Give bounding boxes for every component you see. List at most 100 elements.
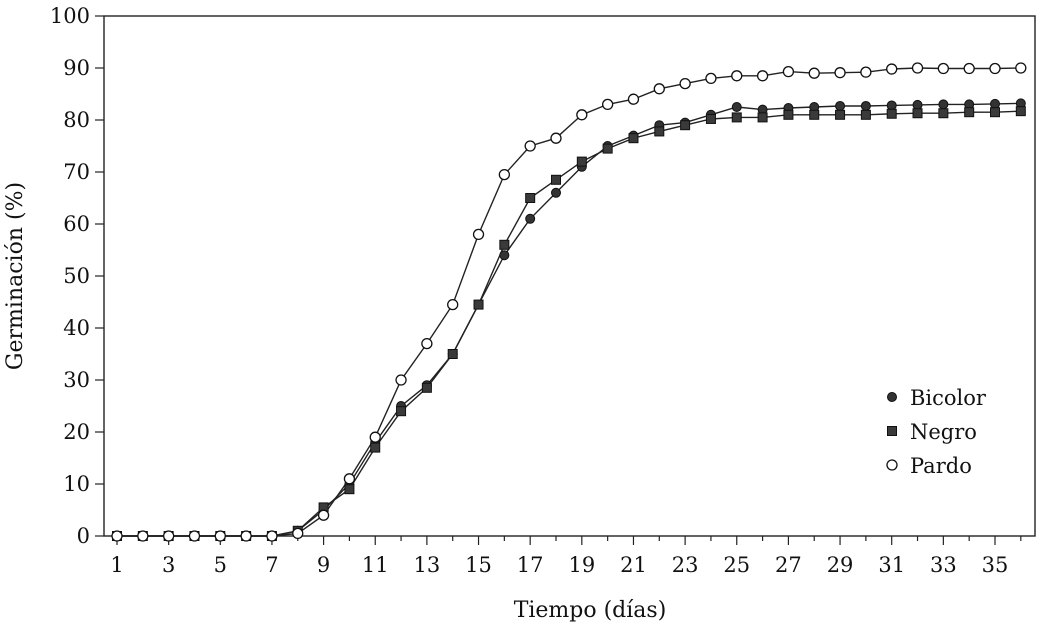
y-tick-label: 90 (63, 56, 90, 80)
data-point-pardo (963, 62, 975, 75)
y-tick-label: 60 (63, 212, 90, 236)
series-points-negro (112, 106, 1026, 541)
data-point-pardo (886, 63, 898, 75)
data-point-pardo (111, 530, 123, 542)
data-point-negro (421, 382, 432, 393)
data-point-pardo (576, 109, 588, 121)
data-point-pardo (1015, 62, 1027, 74)
y-tick-label: 40 (63, 316, 90, 340)
data-point-bicolor (551, 187, 561, 198)
x-tick-label: 33 (930, 553, 957, 577)
x-tick-label: 3 (162, 553, 175, 577)
series-bicolor (117, 102, 1021, 537)
data-point-pardo (731, 70, 743, 82)
data-point-bicolor (938, 99, 949, 110)
data-point-pardo (343, 473, 356, 485)
legend-marker (886, 459, 898, 471)
y-axis-title: Germinación (%) (3, 182, 28, 370)
data-point-pardo (472, 228, 485, 241)
y-tick-label: 10 (63, 472, 90, 496)
x-tick-label: 31 (878, 553, 905, 577)
series-negro (117, 110, 1021, 537)
data-point-pardo (756, 70, 769, 82)
data-point-negro (680, 120, 691, 131)
data-point-bicolor (860, 100, 871, 111)
data-point-negro (731, 112, 742, 123)
data-point-pardo (395, 374, 407, 386)
data-point-pardo (989, 62, 1001, 75)
series-pardo (117, 67, 1021, 537)
x-axis-title: Tiempo (días) (514, 598, 667, 623)
data-point-pardo (266, 530, 278, 542)
series-layer (111, 62, 1027, 542)
legend-marker (887, 392, 897, 402)
data-point-pardo (860, 66, 872, 78)
x-tick-label: 29 (827, 553, 854, 577)
data-point-pardo (498, 168, 511, 181)
data-point-pardo (292, 527, 304, 540)
data-point-negro (525, 193, 536, 203)
x-tick-label: 11 (362, 553, 389, 577)
data-point-pardo (162, 530, 175, 542)
data-point-bicolor (886, 100, 897, 111)
x-tick-label: 5 (214, 553, 227, 577)
plot-frame (103, 15, 1036, 537)
legend: Bicolor Negro Pardo (886, 386, 987, 478)
legend-item-negro: Negro (887, 420, 977, 444)
data-point-pardo (601, 98, 614, 111)
legend-marker (887, 426, 897, 436)
series-points-pardo (111, 62, 1027, 542)
y-tick-label: 30 (63, 368, 90, 392)
data-point-bicolor (525, 213, 536, 224)
data-point-pardo (911, 62, 924, 74)
data-point-negro (370, 442, 381, 453)
data-point-bicolor (499, 250, 510, 261)
data-point-negro (344, 484, 355, 495)
data-point-pardo (937, 62, 950, 75)
data-point-negro (628, 133, 639, 144)
data-point-negro (938, 108, 949, 119)
x-tick-label: 15 (465, 553, 492, 577)
data-point-negro (783, 109, 794, 120)
data-point-negro (602, 143, 613, 154)
y-tick-label: 100 (50, 4, 90, 28)
series-line-bicolor (117, 102, 1021, 537)
data-point-negro (447, 349, 458, 359)
data-point-pardo (447, 298, 459, 311)
data-point-bicolor (835, 100, 846, 111)
data-point-negro (654, 126, 665, 137)
data-point-pardo (188, 530, 201, 542)
data-point-negro (705, 113, 716, 124)
data-point-negro (551, 174, 561, 185)
data-point-pardo (782, 65, 795, 78)
data-point-negro (1015, 106, 1026, 117)
data-point-pardo (550, 132, 562, 144)
legend-label: Negro (910, 420, 977, 444)
y-tick-label: 20 (63, 420, 90, 444)
data-point-pardo (317, 509, 330, 521)
legend-label: Pardo (910, 454, 972, 478)
data-point-pardo (137, 530, 149, 542)
y-tick-label: 50 (63, 264, 90, 288)
data-point-negro (886, 108, 897, 119)
data-point-negro (396, 406, 407, 417)
legend-label: Bicolor (910, 386, 987, 410)
y-tick-label: 0 (77, 524, 90, 548)
data-point-bicolor (990, 98, 1000, 109)
data-point-pardo (240, 530, 252, 542)
data-point-bicolor (731, 102, 742, 112)
data-point-negro (860, 109, 871, 120)
data-point-pardo (679, 77, 691, 90)
x-tick-label: 23 (672, 553, 699, 577)
data-point-negro (964, 107, 975, 118)
series-line-pardo (117, 67, 1021, 537)
x-tick-label: 17 (517, 553, 544, 577)
data-point-pardo (627, 93, 640, 105)
data-point-negro (499, 239, 510, 250)
data-point-pardo (369, 431, 381, 443)
x-tick-label: 21 (620, 553, 647, 577)
y-axis: 0 10 20 30 40 50 60 70 80 90 100 (50, 4, 104, 548)
data-point-pardo (214, 530, 226, 542)
data-point-negro (912, 108, 923, 119)
